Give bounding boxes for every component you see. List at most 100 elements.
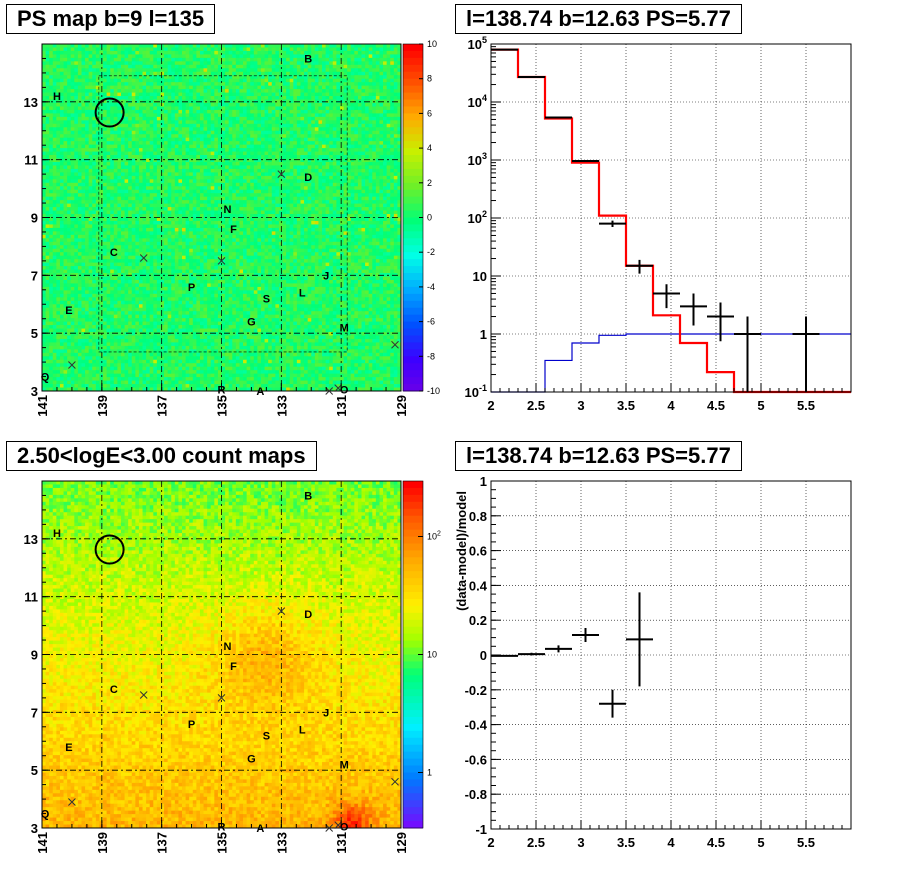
ps-map-colorbar-band — [403, 370, 423, 378]
spectrum-total-model-line — [491, 48, 851, 394]
ps-map-colorbar-label: 10 — [427, 39, 437, 49]
spectrum-x-tick-label: 5 — [757, 398, 764, 413]
count-map-x-tick-label: 131 — [334, 832, 349, 854]
count-map-colorbar-band — [403, 571, 423, 579]
spectrum-data-point — [545, 116, 572, 119]
ps-map-cross-marker — [277, 170, 286, 178]
count-map-colorbar-band — [403, 765, 423, 773]
count-map-colorbar-band — [403, 814, 423, 822]
residual-y-tick-label: -1 — [475, 822, 487, 837]
count-map-x-tick-label: 139 — [95, 832, 110, 854]
count-map-cross-marker — [68, 798, 76, 806]
ps-map-colorbar-band — [403, 273, 423, 281]
count-map-colorbar-band — [403, 557, 423, 565]
count-map-source-label: P — [188, 719, 195, 731]
ps-map-source-label: S — [263, 293, 270, 305]
ps-map-colorbar-band — [403, 384, 423, 392]
ps-map-colorbar-band — [403, 120, 423, 128]
count-map-source-label: J — [323, 707, 329, 719]
ps-map-colorbar-band — [403, 64, 423, 73]
ps-map-colorbar-band — [403, 349, 423, 357]
count-map-y-tick-label: 11 — [24, 590, 38, 605]
count-map-cross-marker — [391, 777, 399, 786]
count-map-colorbar-band — [403, 543, 423, 551]
count-map-source-label: H — [53, 528, 61, 540]
count-map-y-tick-label: 13 — [24, 532, 38, 547]
count-map-source-label: Q — [41, 809, 50, 821]
spectrum-y-tick-label: 10-1 — [465, 383, 487, 400]
ps-map-colorbar-band — [403, 134, 423, 142]
ps-map-colorbar-band — [403, 245, 423, 253]
count-map-source-label: D — [304, 609, 312, 621]
ps-map-source-label: C — [110, 247, 118, 259]
count-map-panel: BHDNFCJPLSEGMQRAO14113913713513313112935… — [24, 480, 441, 854]
ps-map-colorbar-band — [403, 50, 423, 59]
ps-map-colorbar-band — [403, 231, 423, 239]
ps-map-colorbar-band — [403, 189, 423, 198]
ps-map-candidate-circle — [94, 97, 125, 128]
count-map-colorbar-band — [403, 633, 423, 642]
count-map-colorbar-label: 10 — [427, 650, 437, 660]
ps-map-colorbar-band — [403, 57, 423, 66]
ps-map-colorbar-band — [403, 252, 423, 260]
count-map-colorbar-band — [403, 605, 423, 614]
ps-map-colorbar-band — [403, 238, 423, 246]
ps-map-source-label: L — [299, 288, 306, 300]
residual-y-tick-label: 0.2 — [469, 613, 487, 628]
residual-y-tick-label: -0.4 — [465, 718, 488, 733]
ps-map-source-label: N — [224, 204, 232, 216]
count-map-colorbar-band — [403, 689, 423, 697]
count-map-colorbar-band — [403, 786, 423, 794]
ps-map-colorbar-band — [403, 148, 423, 156]
residual-x-tick-label: 3.5 — [617, 835, 635, 850]
ps-map-colorbar-band — [403, 286, 423, 295]
residual-x-tick-label: 4.5 — [707, 835, 725, 850]
ps-map-colorbar-label: -6 — [427, 317, 435, 327]
count-map-colorbar: 102 10 1 — [402, 480, 441, 829]
count-map-colorbar-band — [403, 619, 423, 628]
ps-map-source-label: F — [230, 224, 237, 236]
ps-map-source-label: D — [304, 172, 312, 184]
count-map-cross-marker — [334, 821, 343, 829]
count-map-colorbar-label: 1 — [427, 767, 432, 777]
ps-map-source-label: H — [53, 91, 61, 103]
spectrum-y-tick-label: 102 — [468, 209, 487, 226]
spectrum-title: l=138.74 b=12.63 PS=5.77 — [455, 4, 742, 34]
spectrum-y-tick-label: 104 — [468, 93, 487, 110]
count-map-source-label: O — [340, 822, 349, 834]
count-map-colorbar-band — [403, 793, 423, 801]
count-map-colorbar-band — [403, 592, 423, 600]
ps-map-x-tick-label: 135 — [215, 395, 230, 417]
ps-map-cross-marker — [391, 340, 399, 349]
ps-map-colorbar-band — [403, 203, 423, 212]
spectrum-x-tick-label: 3.5 — [617, 398, 635, 413]
count-map-colorbar-band — [403, 730, 423, 739]
ps-map-colorbar: 10 8 6 4 2 0 -2 -4 -6 -8 -10 — [402, 39, 440, 396]
count-map-colorbar-band — [403, 501, 423, 510]
count-map-colorbar-band — [403, 598, 423, 607]
ps-map-colorbar-band — [403, 328, 423, 336]
ps-map-colorbar-label: -8 — [427, 351, 435, 361]
count-map-colorbar-band — [403, 744, 423, 753]
count-map-candidate-circle — [94, 534, 125, 565]
ps-map-colorbar-band — [403, 293, 423, 302]
ps-map-x-tick-label: 139 — [95, 395, 110, 417]
ps-map-y-tick-label: 13 — [24, 95, 38, 110]
count-map-colorbar-band — [403, 737, 423, 746]
residual-x-tick-label: 5 — [757, 835, 764, 850]
residual-y-tick-label: -0.2 — [465, 683, 487, 698]
ps-map-colorbar-band — [403, 266, 423, 274]
ps-map-colorbar-band — [403, 99, 423, 107]
count-map-y-tick-label: 7 — [31, 705, 38, 720]
count-map-y-tick-label: 3 — [31, 821, 38, 836]
ps-map-colorbar-label: -4 — [427, 282, 435, 292]
ps-map-colorbar-band — [403, 106, 423, 114]
ps-map-colorbar-band — [403, 71, 423, 80]
ps-map-colorbar-band — [403, 321, 423, 330]
ps-map-y-tick-label: 7 — [31, 268, 38, 283]
count-map-colorbar-band — [403, 675, 423, 683]
residual-data-point — [491, 654, 518, 657]
count-map-y-tick-label: 5 — [31, 763, 38, 778]
count-map-colorbar-band — [403, 550, 423, 558]
spectrum-data-point — [734, 316, 761, 392]
